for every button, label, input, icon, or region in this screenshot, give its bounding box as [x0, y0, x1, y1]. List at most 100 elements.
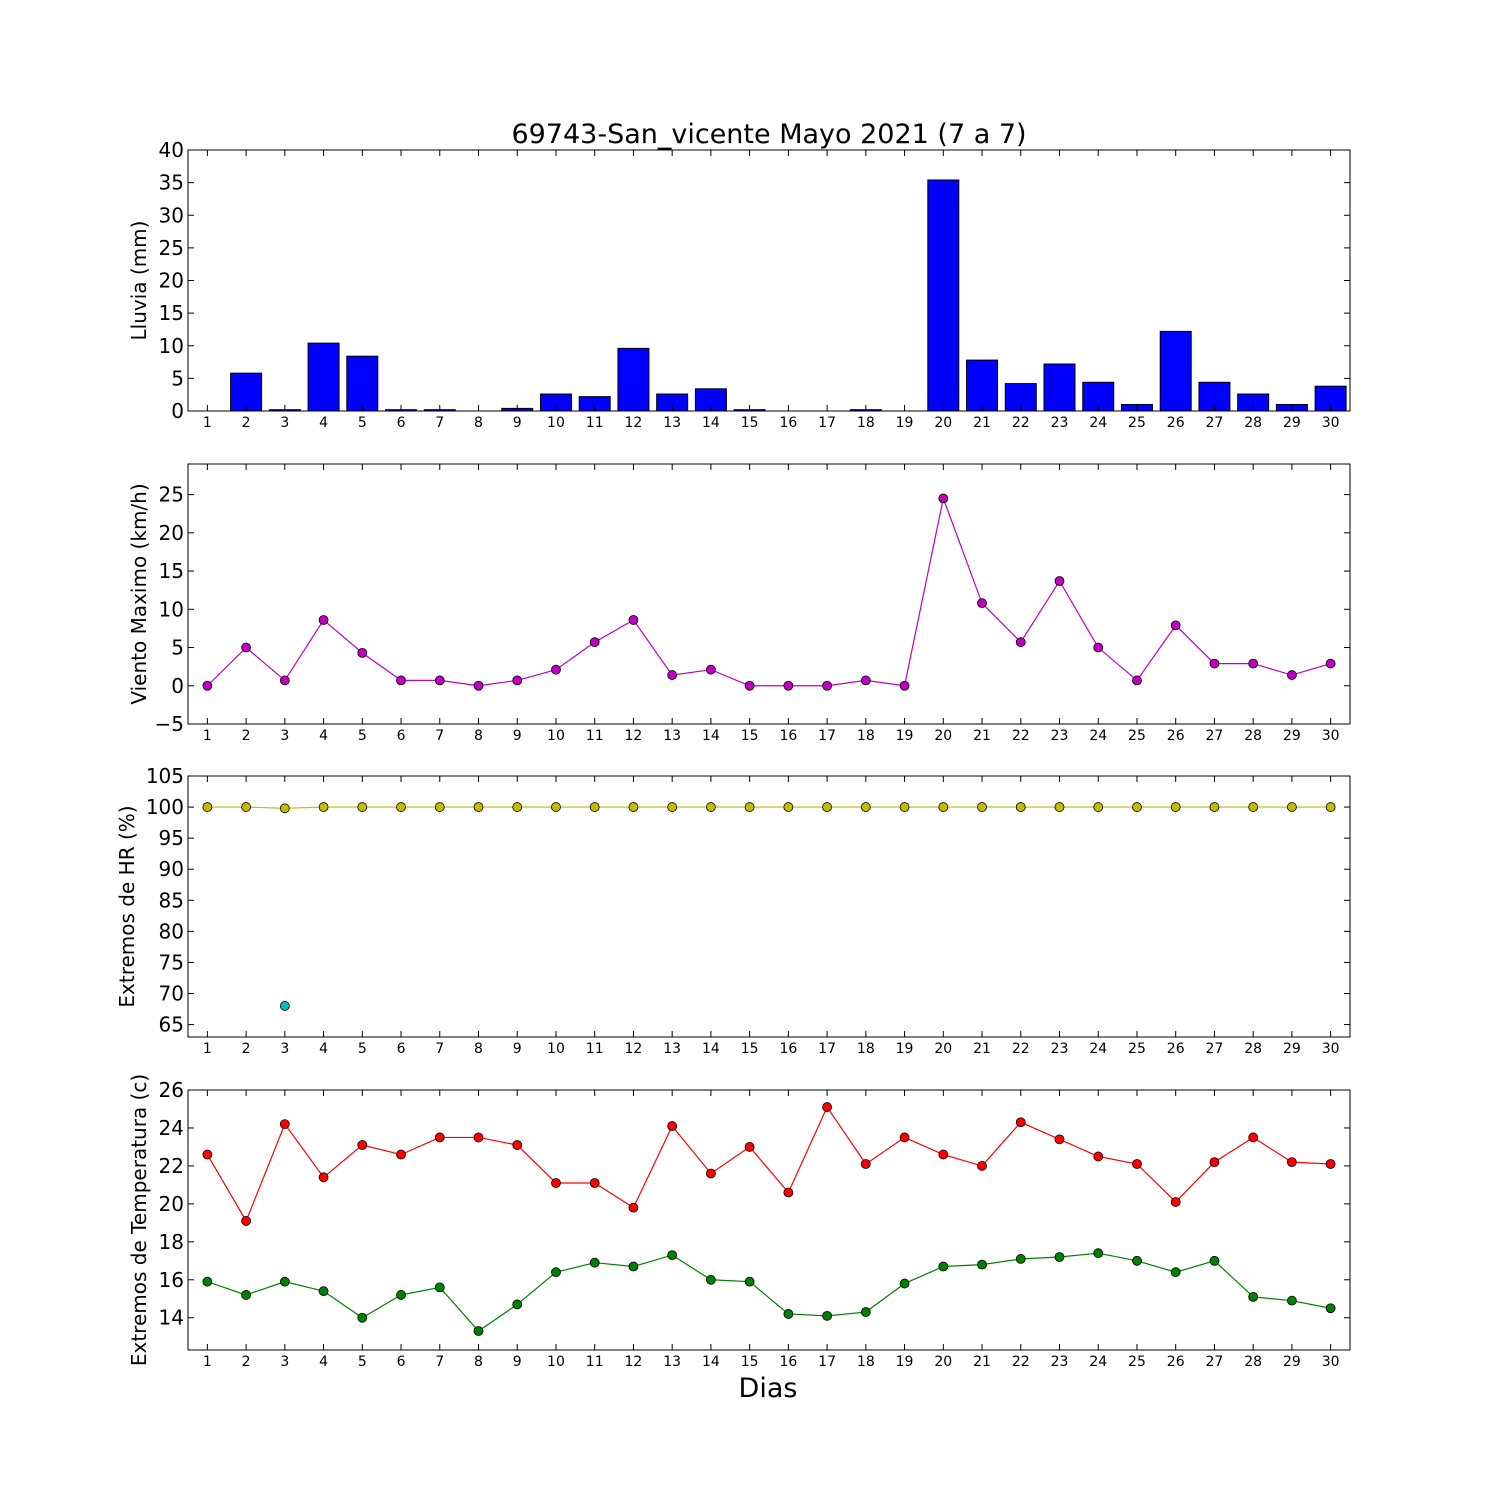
temperature-xtick-label: 24 [1089, 1354, 1107, 1370]
humidity-xtick-label: 25 [1128, 1041, 1146, 1057]
humidity-xtick-label: 17 [818, 1041, 836, 1057]
rain-xtick-label: 20 [934, 415, 952, 431]
rain-bar [966, 359, 999, 412]
temperature-series-2-point [357, 1312, 368, 1323]
rain-xtick-label: 16 [779, 415, 797, 431]
humidity-xtick-label: 20 [934, 1041, 952, 1057]
temperature-series-1-line [206, 1105, 1331, 1223]
temperature-xtick-label: 11 [586, 1354, 604, 1370]
x-axis-label: Dias [739, 1373, 798, 1404]
temperature-series-1-point [899, 1132, 910, 1143]
humidity-series-1-point [434, 802, 445, 812]
temperature-xtick-label: 9 [513, 1354, 522, 1370]
wind-xtick-label: 18 [857, 728, 875, 744]
wind-series-1-point [202, 680, 213, 691]
wind-xtick-label: 21 [973, 728, 991, 744]
temperature-series-1-point [1325, 1159, 1336, 1169]
wind-series-1-point [977, 598, 987, 609]
wind-series-1-point [1248, 658, 1259, 669]
wind-xtick-label: 12 [625, 728, 643, 744]
rain-bar [617, 347, 650, 412]
temperature-series-1-point [473, 1132, 484, 1143]
humidity-xtick-label: 2 [242, 1041, 251, 1057]
rain-bar [927, 179, 960, 412]
temperature-series-1-point [860, 1159, 871, 1169]
humidity-ytick-label: 80 [159, 919, 184, 943]
rain-bar [1159, 330, 1192, 412]
temperature-series-2-point [1015, 1254, 1026, 1264]
wind-series-1-point [706, 664, 716, 675]
rain-xtick-label: 26 [1167, 415, 1185, 431]
temperature-xtick-label: 7 [435, 1354, 444, 1370]
wind-ytick-label: −5 [155, 712, 184, 736]
wind-series-1-point [512, 675, 523, 686]
humidity-xtick-label: 29 [1283, 1041, 1301, 1057]
wind-xtick-label: 3 [280, 728, 289, 744]
humidity-xtick-label: 8 [474, 1041, 483, 1057]
temperature-series-1-point [938, 1149, 949, 1160]
humidity-series-1-point [589, 802, 600, 812]
temperature-xtick-label: 15 [741, 1354, 759, 1370]
temperature-series-1-point [589, 1178, 600, 1188]
humidity-xtick-label: 30 [1322, 1041, 1340, 1057]
humidity-axes-frame [187, 775, 1351, 1038]
temperature-series-1-point [1132, 1159, 1142, 1169]
rain-xtick-label: 4 [319, 415, 328, 431]
temperature-series-2-point [977, 1259, 987, 1270]
wind-series-1-point [357, 647, 368, 658]
rain-xtick-label: 14 [702, 415, 720, 431]
wind-series-1-line [206, 496, 1331, 687]
wind-xtick-label: 2 [242, 728, 251, 744]
rain-xtick-label: 6 [397, 415, 406, 431]
wind-ytick-label: 20 [159, 521, 184, 545]
wind-series-1-point [279, 675, 290, 686]
temperature-series-2-point [279, 1276, 290, 1287]
wind-xtick-label: 29 [1283, 728, 1301, 744]
humidity-xtick-label: 14 [702, 1041, 720, 1057]
wind-series-1-point [1054, 576, 1065, 586]
temperature-ytick-label: 14 [159, 1306, 184, 1330]
wind-series-1-point [1093, 642, 1104, 653]
temperature-series-2-point [396, 1290, 406, 1300]
humidity-series-1-point [1093, 802, 1104, 812]
rain-xtick-label: 29 [1283, 415, 1301, 431]
rain-bar [230, 372, 263, 412]
temperature-series-2-point [1209, 1255, 1220, 1266]
humidity-xtick-label: 19 [896, 1041, 914, 1057]
humidity-series-1-point [744, 802, 755, 812]
temperature-xtick-label: 28 [1244, 1354, 1262, 1370]
wind-series-1-point [899, 680, 910, 691]
rain-xtick-label: 12 [625, 415, 643, 431]
temperature-series-1-point [706, 1168, 716, 1179]
temperature-axes-frame [187, 1089, 1351, 1351]
wind-xtick-label: 16 [779, 728, 797, 744]
rain-ytick-label: 30 [159, 203, 184, 227]
wind-series-1-point [1015, 637, 1026, 648]
wind-series-1-point [318, 615, 329, 625]
wind-series-1-point [744, 680, 755, 691]
temperature-series-1-point [1170, 1197, 1181, 1207]
temperature-series-1-point [1287, 1157, 1297, 1168]
wind-series-1-point [1132, 675, 1142, 686]
humidity-series-1-point [783, 802, 794, 812]
humidity-ytick-label: 75 [159, 950, 184, 974]
temperature-series-1-point [551, 1178, 561, 1188]
rain-xtick-label: 18 [857, 415, 875, 431]
humidity-series-1-point [1209, 802, 1220, 812]
rain-ytick-label: 0 [171, 399, 184, 423]
humidity-xtick-label: 16 [779, 1041, 797, 1057]
humidity-xtick-label: 24 [1089, 1041, 1107, 1057]
rain-xtick-label: 13 [663, 415, 681, 431]
wind-xtick-label: 14 [702, 728, 720, 744]
temperature-series-1-point [241, 1216, 252, 1226]
humidity-xtick-label: 9 [513, 1041, 522, 1057]
wind-xtick-label: 8 [474, 728, 483, 744]
temperature-series-1-point [357, 1140, 368, 1150]
rain-xtick-label: 25 [1128, 415, 1146, 431]
rain-xtick-label: 10 [547, 415, 565, 431]
temperature-series-2-point [589, 1257, 600, 1268]
temperature-series-2-point [783, 1309, 794, 1319]
